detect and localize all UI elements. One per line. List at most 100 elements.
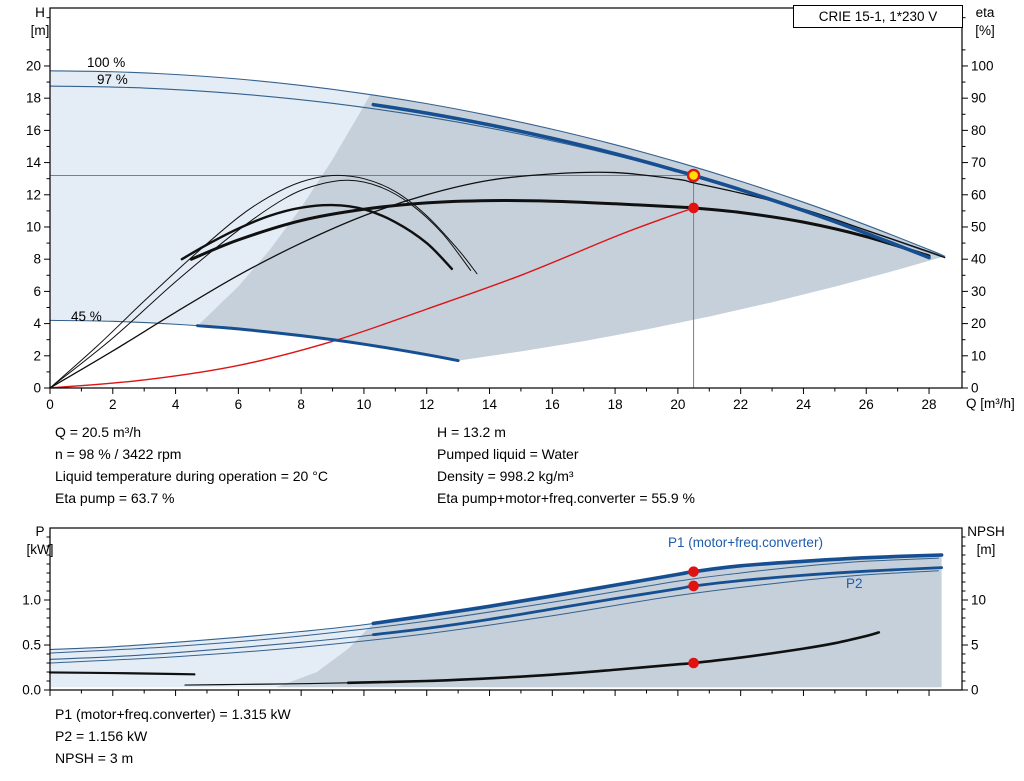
pump-title-box: CRIE 15-1, 1*230 V	[793, 5, 963, 28]
info-speed: n = 98 % / 3422 rpm	[55, 446, 182, 462]
duty-point-eta	[688, 202, 699, 214]
tick-label: 0.5	[22, 638, 41, 653]
label-speed-100pct: 100 %	[87, 55, 126, 70]
qh-curve-100pct	[49, 70, 946, 257]
tick-label: 24	[796, 397, 812, 412]
q-axis-title: Q [m³/h]	[966, 396, 1015, 411]
tick-label: 16	[545, 397, 560, 412]
tick-label: 70	[971, 155, 986, 170]
tick-label: 10	[356, 397, 371, 412]
tick-label: 20	[26, 58, 41, 73]
p-axis-title: P	[35, 524, 45, 539]
tick-label: 80	[971, 123, 986, 138]
npsh-curve	[346, 631, 881, 685]
tick-label: 8	[33, 252, 41, 267]
tick-label: 0	[33, 381, 41, 396]
tick-label: 18	[608, 397, 623, 412]
tick-label: 12	[419, 397, 434, 412]
tick-label: 22	[733, 397, 748, 412]
tick-label: 5	[971, 638, 979, 653]
tick-label: 12	[26, 187, 41, 202]
info-p2: P2 = 1.156 kW	[55, 728, 148, 744]
plot-frame	[49, 7, 963, 389]
info-head: H = 13.2 m	[437, 424, 506, 440]
tick-label: 30	[971, 284, 986, 299]
tick-label: 10	[971, 348, 986, 363]
eta-axis-title: eta	[975, 5, 995, 20]
p-axis-unit: [kW]	[26, 542, 54, 557]
info-density: Density = 998.2 kg/m³	[437, 468, 574, 484]
tick-label: 28	[922, 397, 937, 412]
tick-label: 60	[971, 187, 986, 202]
duty-point-p1	[688, 566, 699, 577]
qh-curve-98pct-thick	[371, 102, 931, 260]
power-envelope-light	[50, 623, 374, 688]
eta-45pct-curve-a	[49, 174, 478, 389]
tick-label: 8	[297, 397, 305, 412]
tick-label: 50	[971, 219, 986, 234]
tick-label: 4	[172, 397, 180, 412]
qh-curve-45pct-thick	[196, 324, 460, 363]
tick-label: 90	[971, 91, 986, 106]
label-speed-45pct: 45 %	[71, 309, 102, 324]
p1-curve-thick	[371, 553, 944, 626]
npsh-curve-low-flow	[48, 671, 196, 676]
tick-label: 0	[971, 683, 979, 698]
info-liquid-temperature: Liquid temperature during operation = 20…	[55, 468, 328, 484]
qh-eta-chart: 0 2 4 6 8 10 12 14 16 18 20 22 24 26 28024681012141618…	[26, 7, 994, 412]
label-p1-curve: P1 (motor+freq.converter)	[668, 535, 823, 550]
p2-curve-thick	[371, 566, 943, 637]
duty-point-npsh	[688, 657, 699, 669]
tick-label: 100	[971, 58, 994, 73]
tick-label: 4	[33, 316, 41, 331]
info-eta-total: Eta pump+motor+freq.converter = 55.9 %	[437, 490, 695, 506]
tick-label: 2	[109, 397, 117, 412]
tick-label: 0	[46, 397, 54, 412]
tick-label: 26	[859, 397, 874, 412]
info-p1: P1 (motor+freq.converter) = 1.315 kW	[55, 706, 291, 722]
tick-label: 2	[33, 348, 41, 363]
eta-45pct-curve-b	[49, 179, 472, 389]
h-axis-unit: [m]	[30, 23, 50, 38]
duty-point-qh	[686, 168, 701, 183]
npsh-axis-unit: [m]	[976, 542, 996, 557]
label-speed-97pct: 97 %	[97, 72, 128, 87]
info-pumped-liquid: Pumped liquid = Water	[437, 446, 579, 462]
tick-label: 14	[482, 397, 498, 412]
tick-label: 1.0	[22, 593, 41, 608]
tick-label: 0	[971, 381, 979, 396]
tick-label: 14	[26, 155, 42, 170]
npsh-curve-lead	[184, 682, 349, 686]
info-flow: Q = 20.5 m³/h	[55, 424, 141, 440]
tick-label: 0.0	[22, 683, 41, 698]
tick-label: 10	[26, 219, 41, 234]
info-eta-pump: Eta pump = 63.7 %	[55, 490, 175, 506]
tick-label: 6	[235, 397, 243, 412]
tick-label: 10	[971, 593, 986, 608]
eta-control-curve-red	[49, 207, 695, 389]
tick-label: 20	[971, 316, 986, 331]
p2-curve-alt-speed	[49, 570, 939, 664]
tick-label: 18	[26, 91, 41, 106]
duty-envelope-dark	[197, 94, 945, 361]
duty-point-p2	[688, 580, 699, 592]
label-p2-curve: P2	[846, 576, 863, 591]
info-npsh: NPSH = 3 m	[55, 750, 134, 766]
tick-label: 40	[971, 252, 986, 267]
eta-total-thick	[189, 198, 931, 261]
npsh-axis-title: NPSH	[967, 524, 1005, 539]
h-axis-title: H	[35, 5, 45, 20]
power-envelope-dark	[276, 555, 942, 688]
p1-curve-alt-speed	[49, 557, 939, 654]
tick-label: 20	[670, 397, 685, 412]
axis-ticks: 0.0 0.5 1.0 0 5 10	[22, 536, 986, 698]
eta-pump-curve	[49, 171, 946, 389]
eta-axis-unit: [%]	[975, 23, 995, 38]
tick-label: 6	[33, 284, 41, 299]
power-npsh-chart: 0.0 0.5 1.0 0 5 10	[22, 527, 986, 698]
eta-total-45pct-thick	[180, 203, 454, 271]
tick-label: 16	[26, 123, 41, 138]
axis-ticks: 0 2 4 6 8 10 12 14 16 18 20 22 24 26 28024681012141618…	[26, 17, 994, 412]
